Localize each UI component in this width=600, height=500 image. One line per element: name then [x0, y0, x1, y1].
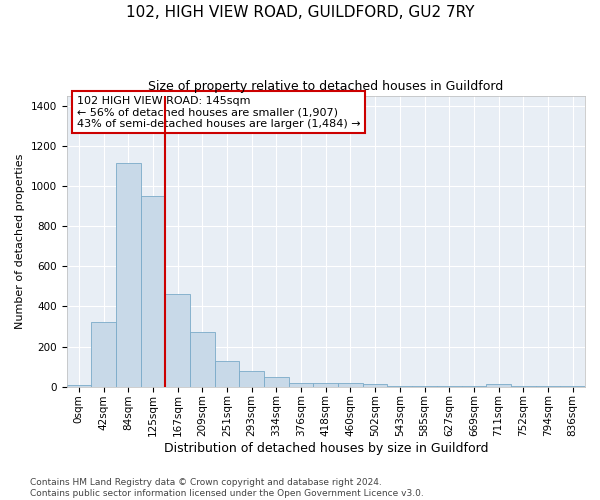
- Bar: [486, 384, 511, 386]
- Bar: [239, 371, 264, 386]
- Bar: [67, 385, 91, 386]
- Bar: [116, 163, 140, 386]
- Bar: [215, 360, 239, 386]
- Bar: [91, 322, 116, 386]
- Text: Contains HM Land Registry data © Crown copyright and database right 2024.
Contai: Contains HM Land Registry data © Crown c…: [30, 478, 424, 498]
- Bar: [190, 332, 215, 386]
- Bar: [165, 294, 190, 386]
- Bar: [363, 384, 388, 386]
- Bar: [264, 377, 289, 386]
- Bar: [338, 382, 363, 386]
- Text: 102 HIGH VIEW ROAD: 145sqm
← 56% of detached houses are smaller (1,907)
43% of s: 102 HIGH VIEW ROAD: 145sqm ← 56% of deta…: [77, 96, 361, 129]
- Text: 102, HIGH VIEW ROAD, GUILDFORD, GU2 7RY: 102, HIGH VIEW ROAD, GUILDFORD, GU2 7RY: [126, 5, 474, 20]
- Title: Size of property relative to detached houses in Guildford: Size of property relative to detached ho…: [148, 80, 503, 93]
- Bar: [140, 196, 165, 386]
- Bar: [289, 382, 313, 386]
- Y-axis label: Number of detached properties: Number of detached properties: [15, 154, 25, 329]
- X-axis label: Distribution of detached houses by size in Guildford: Distribution of detached houses by size …: [164, 442, 488, 455]
- Bar: [313, 382, 338, 386]
